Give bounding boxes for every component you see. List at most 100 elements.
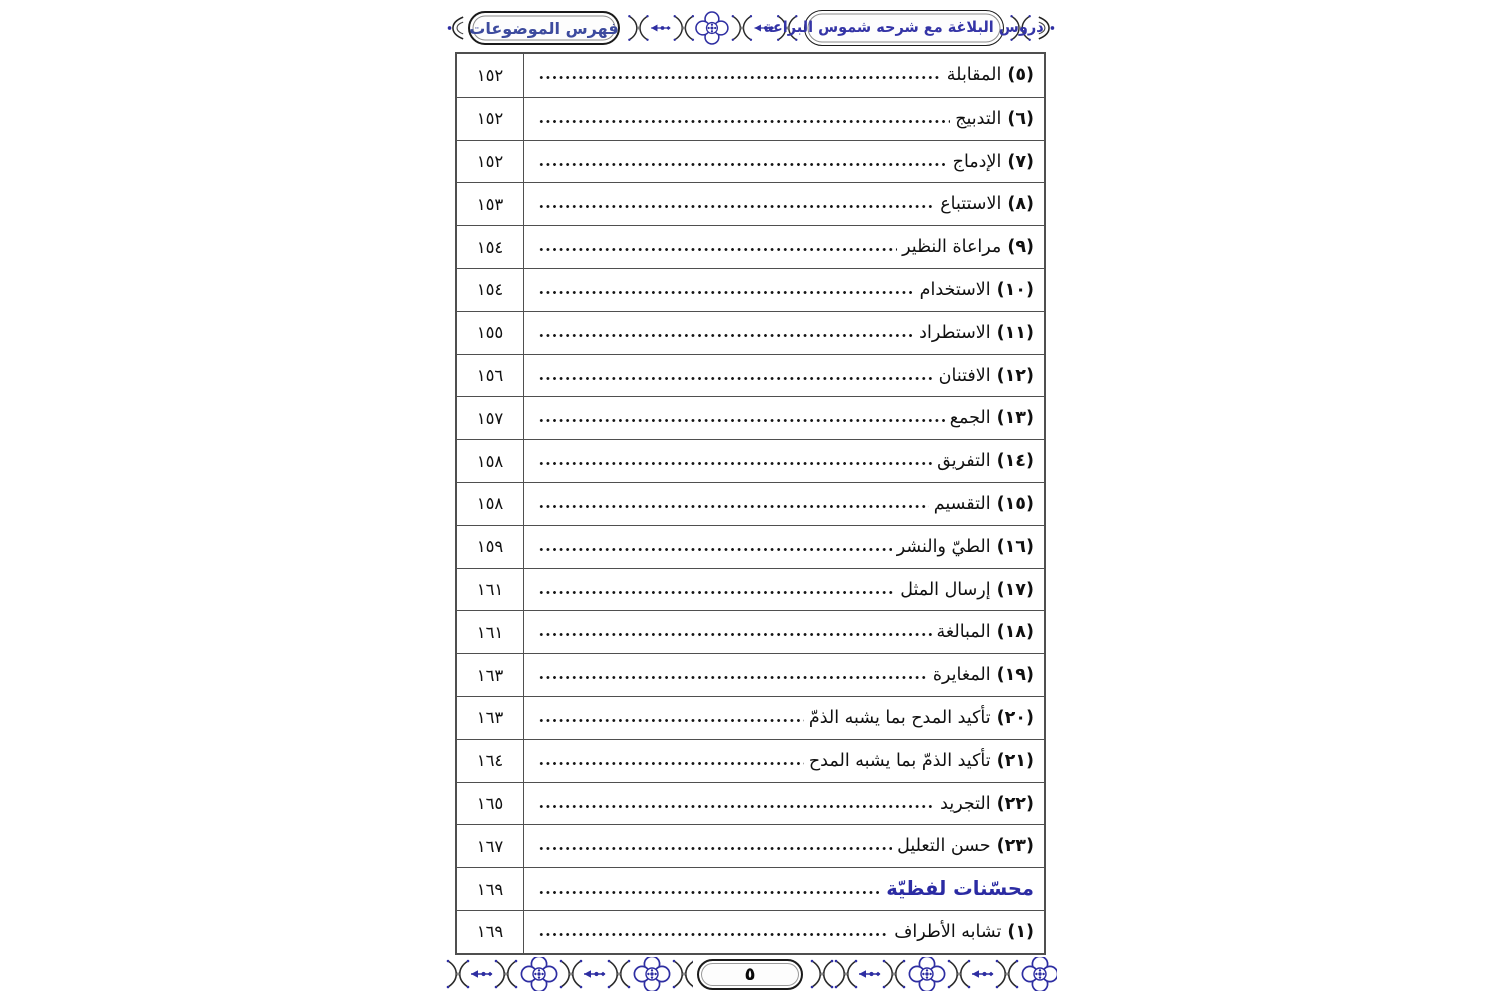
dotted-leader xyxy=(538,418,945,424)
toc-page-number: ١٥٨ xyxy=(476,494,504,514)
toc-row: ١٦٣ (١٩)المغايرة xyxy=(457,653,1044,696)
toc-page-number: ١٥٣ xyxy=(476,194,504,214)
toc-entry-title: المقابلة xyxy=(946,65,1002,85)
toc-page-cell: ١٥٣ xyxy=(457,183,524,226)
toc-entry-title: المغايرة xyxy=(932,665,991,686)
toc-entry: (٧)الإدماج xyxy=(524,141,1044,183)
toc-entry-title: تشابه الأطراف xyxy=(894,921,1002,942)
toc-entry-text: (١٦)الطيّ والنشر xyxy=(897,526,1034,568)
toc-entry-text: (٢٢)التجريد xyxy=(940,783,1034,825)
toc-entry-number: (٧) xyxy=(1007,151,1034,172)
toc-entry: (٢٣)حسن التعليل xyxy=(524,825,1044,867)
toc-entry-text: (٦)التدبيج xyxy=(955,98,1034,140)
toc-entry: (٦)التدبيج xyxy=(524,98,1044,140)
book-title-calligraphy: دروس البلاغة مع شرحه شموس البراعة xyxy=(764,19,1044,37)
toc-entry: (١٣)الجمع xyxy=(524,397,1044,439)
toc-table-body: ١٥٢ (٥)المقابلة ١٥٢ (٦)التدبيج ١٥٢ (٧)ال… xyxy=(457,54,1044,953)
toc-page-cell: ١٥٤ xyxy=(457,268,524,311)
toc-page-cell: ١٦١ xyxy=(457,568,524,611)
toc-entry: (٢٢)التجريد xyxy=(524,783,1044,825)
toc-entry: (١٢)الافتنان xyxy=(524,355,1044,397)
toc-page-number: ١٥٩ xyxy=(476,537,504,557)
page-number-pill: ٥ xyxy=(697,958,803,990)
footer-left-ornament-icon xyxy=(443,957,693,991)
toc-entry: (١٦)الطيّ والنشر xyxy=(524,526,1044,568)
toc-row: ١٥٢ (٦)التدبيج xyxy=(457,96,1044,140)
toc-entry: (١٠)الاستخدام xyxy=(524,269,1044,311)
dotted-leader xyxy=(538,632,932,638)
toc-row: ١٥٨ (١٤)التفريق xyxy=(457,439,1044,482)
toc-row: ١٦١ (١٧)إرسال المثل xyxy=(457,567,1044,611)
toc-page-cell: ١٦٩ xyxy=(457,868,524,910)
toc-entry: (١)تشابه الأطراف xyxy=(524,911,1044,953)
toc-entry: (٨)الاستتباع xyxy=(524,183,1044,225)
toc-entry-number: (٢١) xyxy=(996,750,1034,771)
toc-entry-number: (١٧) xyxy=(996,579,1034,600)
dotted-leader xyxy=(538,503,929,509)
footer-ornament-band: ٥ xyxy=(443,954,1057,994)
dotted-leader xyxy=(538,461,933,467)
toc-entry-number: (١٣) xyxy=(996,408,1034,429)
toc-entry-title: حسن التعليل xyxy=(897,836,991,857)
toc-entry: (١١)الاستطراد xyxy=(524,312,1044,354)
toc-entry-number: (١٩) xyxy=(996,665,1034,686)
toc-page-number: ١٦٣ xyxy=(476,665,504,685)
header-left-flourish-icon xyxy=(446,16,464,40)
toc-row: ١٦٩ محسّنات لفظيّة xyxy=(457,867,1044,910)
toc-entry-title: تأكيد الذمّ بما يشبه المدح xyxy=(808,750,991,771)
toc-page-cell: ١٥٢ xyxy=(457,140,524,183)
toc-entry: (٩)مراعاة النظير xyxy=(524,226,1044,268)
toc-entry-text: محسّنات لفظيّة xyxy=(886,868,1034,910)
toc-entry-title: الإدماج xyxy=(952,151,1002,172)
toc-entry-title: الجمع xyxy=(949,408,991,429)
toc-entry-title: تأكيد المدح بما يشبه الذمّ xyxy=(808,707,991,728)
toc-entry-text: (١٥)التقسيم xyxy=(934,483,1034,525)
toc-page-cell: ١٦٧ xyxy=(457,825,524,868)
toc-row: ١٦٤ (٢١)تأكيد الذمّ بما يشبه المدح xyxy=(457,738,1044,782)
toc-row: ١٦١ (١٨)المبالغة xyxy=(457,610,1044,654)
dotted-leader xyxy=(538,846,893,852)
toc-entry: (١٧)إرسال المثل xyxy=(524,569,1044,611)
toc-entry-number: (٢٢) xyxy=(996,793,1034,814)
toc-row: ١٥٥ (١١)الاستطراد xyxy=(457,310,1044,354)
dotted-leader xyxy=(538,760,804,766)
toc-entry-text: (١٠)الاستخدام xyxy=(920,269,1034,311)
toc-entry-text: (١١)الاستطراد xyxy=(919,312,1034,354)
toc-row: ١٥٨ (١٥)التقسيم xyxy=(457,481,1044,525)
toc-page-number: ١٥٤ xyxy=(476,280,504,300)
toc-entry: (١٩)المغايرة xyxy=(524,654,1044,696)
toc-page-cell: ١٦١ xyxy=(457,611,524,654)
toc-row: ١٦٣ (٢٠)تأكيد المدح بما يشبه الذمّ xyxy=(457,695,1044,739)
toc-entry-text: (١٢)الافتنان xyxy=(939,355,1034,397)
toc-entry-text: (١)تشابه الأطراف xyxy=(894,911,1034,953)
toc-page-number: ١٥٤ xyxy=(476,237,504,257)
toc-entry-number: (٦) xyxy=(1007,108,1034,129)
toc-page-number: ١٦٤ xyxy=(476,751,504,771)
toc-entry-text: (٧)الإدماج xyxy=(953,141,1034,183)
index-title: فهرس الموضوعات xyxy=(469,18,619,38)
toc-entry-text: (٨)الاستتباع xyxy=(940,183,1034,225)
footer-right-ornament-icon xyxy=(809,957,1057,991)
toc-page-number: ١٦١ xyxy=(476,622,504,642)
toc-entry: (٥)المقابلة xyxy=(524,54,1044,97)
dotted-leader xyxy=(538,118,951,124)
toc-entry-title: الاستطراد xyxy=(919,322,991,343)
toc-entry-text: (٢٠)تأكيد المدح بما يشبه الذمّ xyxy=(809,697,1034,739)
toc-row: ١٥٤ (١٠)الاستخدام xyxy=(457,267,1044,311)
dotted-leader xyxy=(538,931,890,937)
dotted-leader xyxy=(538,890,882,896)
toc-entry-title: المبالغة xyxy=(936,622,991,643)
toc-entry-number: (١٨) xyxy=(996,622,1034,643)
toc-row: ١٦٥ (٢٢)التجريد xyxy=(457,781,1044,825)
dotted-leader xyxy=(538,75,942,80)
toc-row: ١٥٦ (١٢)الافتنان xyxy=(457,353,1044,397)
toc-page-number: ١٥٥ xyxy=(476,323,504,343)
toc-page-cell: ١٥٦ xyxy=(457,354,524,397)
toc-page-cell: ١٥٢ xyxy=(457,54,524,97)
toc-entry-title: التقسيم xyxy=(933,493,991,514)
toc-page-cell: ١٦٣ xyxy=(457,696,524,739)
toc-row: ١٦٧ (٢٣)حسن التعليل xyxy=(457,824,1044,868)
dotted-leader xyxy=(538,375,934,381)
toc-entry: (١٥)التقسيم xyxy=(524,483,1044,525)
